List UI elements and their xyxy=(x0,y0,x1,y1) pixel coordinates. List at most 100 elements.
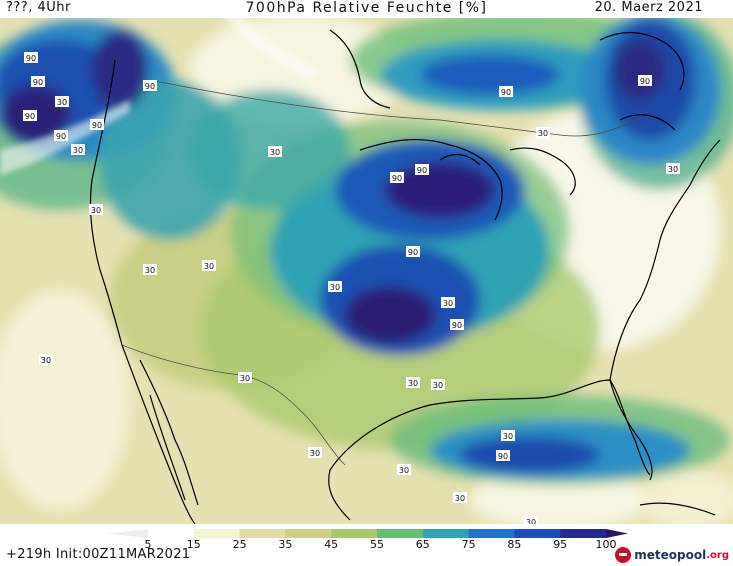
contour-label: 90 xyxy=(450,319,464,330)
scale-swatch xyxy=(239,529,286,538)
svg-text:30: 30 xyxy=(538,129,548,138)
contour-label: 90 xyxy=(499,86,513,97)
scale-tick-label: 35 xyxy=(278,538,293,551)
scale-arrow-high xyxy=(606,529,628,538)
svg-text:30: 30 xyxy=(443,299,453,308)
contour-label: 30 xyxy=(431,379,445,390)
scale-tick-label: 65 xyxy=(415,538,430,551)
meteopool-logo-icon xyxy=(615,547,632,563)
contour-label: 90 xyxy=(31,76,45,87)
contour-label: 90 xyxy=(54,130,68,141)
scale-swatch xyxy=(468,529,515,538)
svg-text:90: 90 xyxy=(33,78,43,87)
scale-tick-label: 15 xyxy=(186,538,201,551)
contour-label: 30 xyxy=(202,260,216,271)
contour-label: 30 xyxy=(397,464,411,475)
svg-text:90: 90 xyxy=(417,166,427,175)
svg-text:30: 30 xyxy=(41,356,51,365)
humidity-map: 90 90 90 90 90 90 90 90 90 90 90 90 30 3… xyxy=(0,0,733,524)
svg-text:90: 90 xyxy=(26,54,36,63)
svg-text:30: 30 xyxy=(91,206,101,215)
svg-text:90: 90 xyxy=(408,248,418,257)
contour-label: 30 xyxy=(55,96,69,107)
svg-text:30: 30 xyxy=(408,379,418,388)
contour-label: 30 xyxy=(143,264,157,275)
scale-tick-label: 45 xyxy=(324,538,339,551)
contour-label: 30 xyxy=(89,204,103,215)
contour-label: 30 xyxy=(238,372,252,383)
scale-swatch xyxy=(193,529,241,538)
contour-label: 30 xyxy=(39,354,53,365)
svg-text:30: 30 xyxy=(330,283,340,292)
svg-text:30: 30 xyxy=(503,432,513,441)
contour-label: 30 xyxy=(524,516,538,524)
scale-tick-label: 75 xyxy=(461,538,476,551)
scale-tick-label: 85 xyxy=(507,538,522,551)
svg-text:30: 30 xyxy=(145,266,155,275)
forecast-run-label: +219h Init:00Z11MAR2021 xyxy=(6,547,191,562)
svg-text:30: 30 xyxy=(73,146,83,155)
svg-text:30: 30 xyxy=(270,148,280,157)
contour-label: 90 xyxy=(638,75,652,86)
svg-text:30: 30 xyxy=(310,449,320,458)
country-borders xyxy=(121,79,641,466)
svg-text:90: 90 xyxy=(145,82,155,91)
contour-label: 30 xyxy=(501,430,515,441)
svg-text:90: 90 xyxy=(498,452,508,461)
svg-text:30: 30 xyxy=(57,98,67,107)
scale-swatch xyxy=(148,529,195,538)
svg-text:90: 90 xyxy=(501,88,511,97)
svg-text:30: 30 xyxy=(668,165,678,174)
svg-text:90: 90 xyxy=(640,77,650,86)
contour-label: 90 xyxy=(390,172,404,183)
scale-tick-label: 5 xyxy=(144,538,152,551)
brand-tld: .org xyxy=(706,549,729,561)
svg-text:90: 90 xyxy=(56,132,66,141)
contour-label: 30 xyxy=(308,447,322,458)
scale-swatch xyxy=(331,529,378,538)
contour-label: 90 xyxy=(90,119,104,130)
scale-tick-label: 25 xyxy=(232,538,247,551)
contour-labels: 90 90 90 90 90 90 90 90 90 90 90 90 30 3… xyxy=(23,52,680,524)
svg-text:90: 90 xyxy=(392,174,402,183)
scale-swatch xyxy=(514,529,561,538)
contour-label: 90 xyxy=(24,52,38,63)
svg-text:90: 90 xyxy=(25,112,35,121)
contour-label: 30 xyxy=(328,281,342,292)
valid-date-label: 20. Maerz 2021 xyxy=(594,0,703,15)
scale-arrow-low xyxy=(108,529,148,538)
meteopool-logo[interactable]: meteopool .org xyxy=(615,546,729,564)
contour-label: 30 xyxy=(441,297,455,308)
contour-label: 30 xyxy=(453,492,467,503)
scale-swatch xyxy=(422,529,470,538)
svg-text:90: 90 xyxy=(92,121,102,130)
svg-text:30: 30 xyxy=(204,262,214,271)
scale-tick-label: 55 xyxy=(370,538,384,551)
svg-text:30: 30 xyxy=(433,381,443,390)
map-footer: 5 15 25 35 45 55 65 75 85 95 100 +219h Init:00Z11M… xyxy=(0,524,733,566)
color-scale xyxy=(108,529,628,538)
contour-label: 30 xyxy=(71,144,85,155)
scale-swatch xyxy=(560,529,607,538)
contour-label: 90 xyxy=(23,110,37,121)
contour-label: 90 xyxy=(143,80,157,91)
contour-label: 90 xyxy=(496,450,510,461)
contour-label: 30 xyxy=(268,146,282,157)
humidity-field xyxy=(0,10,733,524)
contour-label: 30 xyxy=(666,163,680,174)
scale-swatch xyxy=(377,529,424,538)
map-header: ???, 4Uhr 700hPa Relative Feuchte [%] 20… xyxy=(0,0,733,18)
scale-tick-label: 95 xyxy=(553,538,568,551)
scale-swatch xyxy=(285,529,332,538)
contour-label: 30 xyxy=(536,127,550,138)
svg-text:30: 30 xyxy=(526,518,536,524)
svg-text:90: 90 xyxy=(452,321,462,330)
scale-tick-label: 100 xyxy=(595,538,617,551)
brand-name: meteopool xyxy=(634,548,707,562)
valid-time-label: ???, 4Uhr xyxy=(6,0,71,15)
contour-label: 90 xyxy=(406,246,420,257)
map-title: 700hPa Relative Feuchte [%] xyxy=(245,0,488,16)
coastlines xyxy=(89,29,721,524)
svg-text:30: 30 xyxy=(240,374,250,383)
svg-text:30: 30 xyxy=(399,466,409,475)
